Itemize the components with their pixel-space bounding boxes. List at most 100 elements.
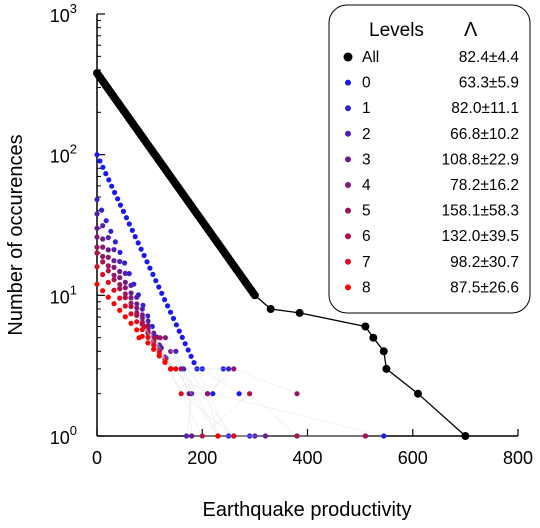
data-point bbox=[117, 249, 123, 255]
data-point bbox=[152, 335, 158, 341]
legend-marker bbox=[345, 130, 351, 137]
series-line bbox=[96, 252, 366, 437]
data-point bbox=[128, 295, 134, 301]
data-point bbox=[162, 297, 168, 303]
data-point bbox=[165, 303, 171, 309]
series-8 bbox=[94, 281, 221, 439]
data-point bbox=[162, 359, 168, 365]
data-point bbox=[128, 320, 134, 326]
data-point bbox=[156, 284, 162, 290]
data-point bbox=[262, 433, 268, 439]
data-point bbox=[122, 260, 128, 266]
x-tick-label: 0 bbox=[92, 448, 102, 468]
data-point bbox=[381, 433, 387, 439]
data-point bbox=[100, 253, 106, 260]
data-point bbox=[105, 279, 111, 285]
data-point bbox=[179, 334, 185, 340]
data-point bbox=[162, 335, 168, 341]
data-point bbox=[414, 389, 422, 398]
legend-level: 7 bbox=[362, 254, 371, 271]
data-point bbox=[362, 433, 368, 439]
legend-title: Levels bbox=[369, 20, 424, 41]
data-point bbox=[369, 333, 378, 342]
data-point bbox=[103, 218, 109, 224]
data-point bbox=[115, 196, 121, 202]
data-point bbox=[236, 391, 242, 397]
data-point bbox=[191, 360, 197, 366]
data-point bbox=[111, 264, 117, 270]
data-point bbox=[111, 247, 117, 253]
data-point bbox=[94, 152, 100, 158]
data-point bbox=[178, 366, 184, 372]
data-point bbox=[122, 270, 128, 276]
legend-marker bbox=[345, 182, 351, 188]
data-point bbox=[105, 294, 111, 300]
data-point bbox=[100, 223, 106, 229]
data-point bbox=[138, 246, 144, 252]
y-axis-label: Number of occurences bbox=[5, 134, 27, 335]
legend-marker bbox=[345, 79, 351, 86]
series-6 bbox=[94, 250, 368, 439]
data-point bbox=[105, 268, 111, 274]
data-point bbox=[156, 353, 162, 359]
legend-box bbox=[328, 4, 531, 314]
data-point bbox=[122, 285, 128, 291]
data-point bbox=[173, 366, 179, 372]
data-point bbox=[128, 282, 134, 288]
legend-level: 4 bbox=[362, 177, 371, 194]
data-point bbox=[295, 308, 304, 317]
data-point bbox=[128, 290, 134, 296]
data-point bbox=[382, 364, 391, 373]
data-point bbox=[141, 252, 147, 259]
data-point bbox=[129, 227, 135, 233]
data-point bbox=[100, 164, 106, 170]
data-point bbox=[134, 319, 140, 325]
y-tick-label: 103 bbox=[50, 1, 77, 26]
data-point bbox=[182, 341, 188, 347]
data-point bbox=[100, 236, 106, 242]
data-point bbox=[120, 208, 127, 214]
data-point bbox=[122, 314, 128, 320]
series-5 bbox=[94, 244, 300, 397]
data-point bbox=[105, 254, 111, 260]
data-point bbox=[199, 433, 205, 439]
data-point bbox=[134, 305, 140, 311]
legend-marker bbox=[343, 52, 353, 62]
legend-level: 5 bbox=[362, 203, 371, 220]
data-point bbox=[94, 250, 100, 256]
data-point bbox=[108, 228, 114, 234]
data-point bbox=[126, 271, 132, 277]
data-point bbox=[94, 196, 100, 203]
data-point bbox=[176, 328, 182, 334]
data-point bbox=[123, 215, 129, 221]
legend-value: 98.2±30.7 bbox=[450, 254, 519, 271]
data-point bbox=[100, 259, 106, 265]
data-point bbox=[173, 322, 179, 328]
data-point bbox=[94, 281, 100, 287]
data-point bbox=[150, 271, 156, 277]
data-point bbox=[188, 353, 194, 359]
legend-value: 66.8±10.2 bbox=[450, 126, 519, 143]
legend-lambda: Λ bbox=[464, 19, 478, 41]
data-point bbox=[94, 225, 100, 231]
legend-level: 2 bbox=[362, 126, 371, 143]
data-point bbox=[100, 271, 106, 278]
data-point bbox=[145, 313, 151, 319]
data-point bbox=[128, 303, 134, 310]
x-tick-label: 600 bbox=[398, 448, 428, 468]
data-point bbox=[128, 311, 134, 317]
chart-marks bbox=[93, 69, 470, 440]
legend-marker bbox=[345, 284, 351, 291]
data-point bbox=[231, 433, 237, 439]
legend-value: 87.5±26.6 bbox=[450, 279, 519, 296]
data-point bbox=[141, 323, 147, 330]
legend-value: 132.0±39.5 bbox=[442, 228, 519, 245]
data-point bbox=[106, 177, 112, 183]
legend-marker bbox=[345, 105, 351, 112]
legend-marker bbox=[345, 258, 351, 265]
data-point bbox=[134, 312, 140, 318]
data-point bbox=[185, 347, 191, 353]
legend-level: 3 bbox=[362, 151, 371, 168]
